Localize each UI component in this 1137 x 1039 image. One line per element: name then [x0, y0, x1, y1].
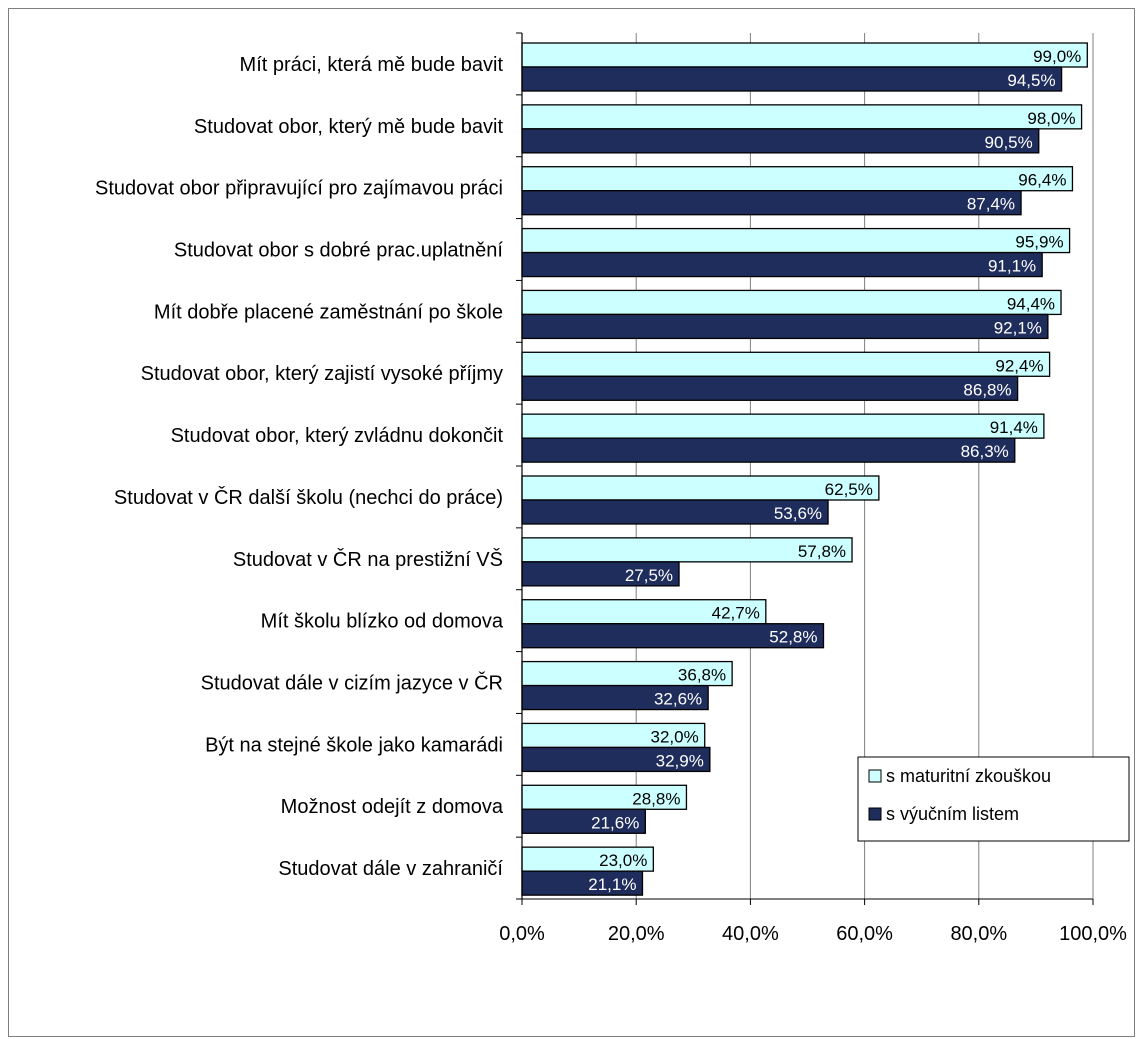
data-label: 94,4%: [1007, 294, 1055, 313]
bar: [521, 190, 1022, 216]
data-label: 53,6%: [774, 504, 822, 523]
bar: [521, 289, 1062, 316]
bar: [521, 66, 1063, 92]
category-label: Studovat obor připravující pro zajímavou…: [95, 178, 503, 200]
category-label: Mít práci, která mě bude bavit: [240, 54, 504, 76]
bar: [521, 537, 853, 563]
x-tick-label: 20,0%: [608, 923, 665, 945]
bar: [521, 42, 1088, 68]
bar: [521, 128, 1040, 154]
bar: [521, 251, 1043, 278]
bar: [521, 313, 1049, 340]
data-label: 52,8%: [769, 628, 817, 647]
category-label: Studovat obor s dobré prac.uplatnění: [174, 240, 504, 262]
data-label: 62,5%: [825, 480, 873, 499]
data-label: 87,4%: [967, 195, 1015, 214]
data-label: 91,1%: [988, 257, 1036, 276]
x-tick-label: 40,0%: [722, 923, 779, 945]
x-tick-label: 60,0%: [836, 923, 893, 945]
data-label: 32,0%: [651, 727, 699, 746]
bar: [521, 808, 646, 834]
x-tick-label: 80,0%: [950, 923, 1007, 945]
data-label: 98,0%: [1027, 109, 1075, 128]
data-label: 92,4%: [995, 356, 1043, 375]
data-label: 94,5%: [1007, 71, 1055, 90]
bar: [521, 104, 1083, 130]
chart-frame: [8, 8, 1135, 1037]
category-label: Studovat dále v zahraničí: [278, 858, 503, 880]
legend-box: [857, 756, 1130, 842]
category-label: Možnost odejít z domova: [281, 796, 504, 818]
data-label: 28,8%: [632, 789, 680, 808]
data-label: 99,0%: [1033, 47, 1081, 66]
data-label: 91,4%: [990, 418, 1038, 437]
bar: [521, 166, 1074, 192]
category-label: Být na stejné škole jako kamarádi: [205, 734, 503, 756]
bar: [521, 561, 680, 587]
legend-swatch: [868, 807, 882, 821]
category-label: Mít školu blízko od domova: [261, 611, 504, 633]
category-label: Studovat obor, který mě bude bavit: [194, 116, 504, 138]
data-label: 92,1%: [994, 318, 1042, 337]
x-tick-label: 0,0%: [499, 923, 545, 945]
data-label: 96,4%: [1018, 171, 1066, 190]
data-label: 21,6%: [591, 813, 639, 832]
data-label: 21,1%: [588, 875, 636, 894]
labels: 99,0% 94,5% Mít práci, která mě bude bavit…: [95, 47, 1081, 894]
bar: [521, 375, 1019, 401]
data-label: 42,7%: [712, 604, 760, 623]
data-label: 23,0%: [599, 851, 647, 870]
category-label: Studovat obor, který zajistí vysoké příj…: [141, 363, 503, 385]
data-label: 86,8%: [963, 380, 1011, 399]
bar: [521, 722, 706, 749]
bar: [521, 870, 644, 896]
bar: [521, 413, 1045, 439]
legend-swatch: [868, 769, 882, 783]
bar: [521, 437, 1016, 463]
data-label: 32,6%: [654, 690, 702, 709]
category-label: Studovat dále v cizím jazyce v ČR: [201, 672, 503, 695]
category-label: Studovat v ČR na prestižní VŠ: [233, 548, 503, 571]
category-label: Studovat v ČR další školu (nechci do prá…: [114, 486, 503, 509]
bar: [521, 227, 1071, 254]
bar: [521, 746, 711, 773]
data-label: 27,5%: [625, 566, 673, 585]
category-label: Studovat obor, který zvládnu dokončit: [171, 425, 504, 447]
bar: [521, 351, 1051, 377]
legend-label: s výučním listem: [886, 804, 1019, 824]
category-label: Mít dobře placené zaměstnání po škole: [154, 301, 503, 323]
bars: [521, 42, 1088, 896]
data-label: 95,9%: [1015, 233, 1063, 252]
data-label: 32,9%: [656, 751, 704, 770]
data-label: 90,5%: [985, 133, 1033, 152]
legend-label: s maturitní zkouškou: [886, 766, 1051, 786]
legend: s maturitní zkouškou s výučním listem: [857, 756, 1130, 842]
data-label: 86,3%: [961, 442, 1009, 461]
axes: 0,0% 20,0% 40,0% 60,0% 80,0% 100,0%: [499, 32, 1127, 945]
data-label: 36,8%: [678, 666, 726, 685]
data-label: 57,8%: [798, 542, 846, 561]
x-tick-label: 100,0%: [1059, 923, 1127, 945]
